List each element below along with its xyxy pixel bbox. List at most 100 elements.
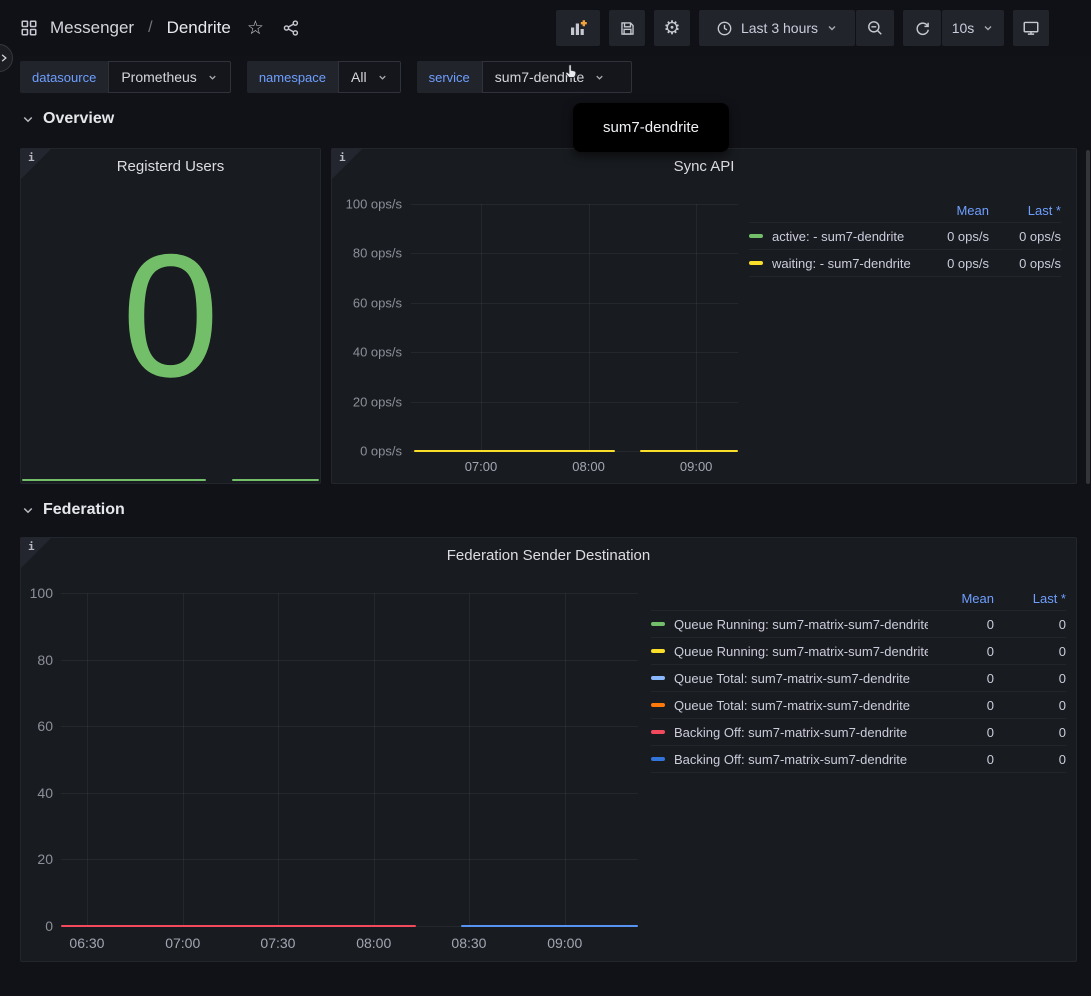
zoom-out-time-button[interactable]: [856, 10, 894, 46]
panel-title[interactable]: Sync API: [332, 158, 1076, 175]
section-title: Overview: [43, 110, 114, 128]
series-line: [414, 450, 615, 452]
gridline-vertical: [481, 204, 482, 451]
legend-series-label[interactable]: active: - sum7-dendrite: [772, 229, 923, 244]
panel-sync-api: i Sync API 100 ops/s80 ops/s60 ops/s40 o…: [331, 148, 1077, 484]
legend-row[interactable]: Queue Running: sum7-matrix-sum7-dendrite…: [651, 638, 1066, 665]
tv-kiosk-button[interactable]: [1013, 10, 1049, 46]
variable-label-namespace: namespace: [247, 61, 338, 93]
legend-last-value: 0: [994, 725, 1066, 740]
legend-series-label[interactable]: Queue Running: sum7-matrix-sum7-dendrite: [674, 617, 928, 632]
save-dashboard-button[interactable]: [609, 10, 645, 46]
variable-value-datasource[interactable]: Prometheus: [108, 61, 230, 93]
y-axis: 100806040200: [21, 593, 53, 926]
grafana-dashboard: Messenger / Dendrite ☆: [0, 0, 1091, 996]
gridline-horizontal: [411, 303, 738, 304]
legend-last-value: 0: [994, 752, 1066, 767]
variable-label-datasource: datasource: [20, 61, 108, 93]
scrollbar-thumb[interactable]: [1086, 150, 1090, 484]
legend-mean-value: 0: [928, 644, 994, 659]
time-range-picker[interactable]: Last 3 hours: [699, 10, 855, 46]
legend-mean-value: 0: [928, 671, 994, 686]
legend-series-label[interactable]: Queue Total: sum7-matrix-sum7-dendrite: [674, 671, 928, 686]
chevron-right-icon: [0, 53, 9, 63]
legend-header-last[interactable]: Last *: [989, 203, 1061, 218]
time-picker-group: Last 3 hours: [699, 10, 894, 46]
chart-plot-area[interactable]: [411, 204, 738, 451]
magnifier-minus-icon: [866, 19, 884, 37]
chart-legend: MeanLast * Queue Running: sum7-matrix-sum…: [651, 587, 1066, 773]
variable-value-namespace[interactable]: All: [338, 61, 401, 93]
legend-row[interactable]: Queue Total: sum7-matrix-sum7-dendrite00: [651, 665, 1066, 692]
monitor-icon: [1022, 19, 1040, 37]
legend-row[interactable]: Queue Running: sum7-matrix-sum7-dendrite…: [651, 611, 1066, 638]
variable-value-service[interactable]: sum7-dendrite: [482, 61, 632, 93]
gridline-horizontal: [411, 204, 738, 205]
legend-row[interactable]: Queue Total: sum7-matrix-sum7-dendrite00: [651, 692, 1066, 719]
refresh-interval-label: 10s: [952, 20, 975, 36]
legend-series-label[interactable]: waiting: - sum7-dendrite: [772, 256, 923, 271]
refresh-button[interactable]: [903, 10, 941, 46]
x-axis-tick-label: 08:00: [572, 459, 605, 474]
legend-header-mean[interactable]: Mean: [928, 591, 994, 606]
stat-value: 0: [21, 237, 320, 397]
chevron-down-icon: [22, 504, 34, 516]
legend-header-mean[interactable]: Mean: [923, 203, 989, 218]
section-row-federation[interactable]: Federation: [22, 501, 125, 519]
x-axis-tick-label: 07:00: [165, 935, 200, 951]
clock-icon: [716, 20, 733, 37]
legend-row[interactable]: active: - sum7-dendrite0 ops/s0 ops/s: [749, 223, 1061, 250]
dashboard-settings-button[interactable]: ⚙: [654, 10, 690, 46]
series-line: [61, 925, 416, 927]
gridline-horizontal: [61, 726, 638, 727]
variable-label-service: service: [417, 61, 482, 93]
legend-series-label[interactable]: Backing Off: sum7-matrix-sum7-dendrite: [674, 725, 928, 740]
legend-series-label[interactable]: Backing Off: sum7-matrix-sum7-dendrite: [674, 752, 928, 767]
section-row-overview[interactable]: Overview: [22, 110, 114, 128]
star-icon[interactable]: ☆: [247, 19, 264, 38]
add-panel-button[interactable]: [556, 10, 600, 46]
breadcrumb-separator: /: [148, 19, 152, 37]
legend-mean-value: 0 ops/s: [923, 229, 989, 244]
legend-row[interactable]: Backing Off: sum7-matrix-sum7-dendrite00: [651, 719, 1066, 746]
legend-mean-value: 0: [928, 698, 994, 713]
legend-series-label[interactable]: Queue Total: sum7-matrix-sum7-dendrite: [674, 698, 928, 713]
panel-federation-sender: i Federation Sender Destination 10080604…: [20, 537, 1077, 962]
gridline-vertical: [589, 204, 590, 451]
gridline-horizontal: [411, 253, 738, 254]
y-axis-tick-label: 60: [37, 718, 53, 734]
legend-row[interactable]: Backing Off: sum7-matrix-sum7-dendrite00: [651, 746, 1066, 773]
legend-series-swatch: [749, 261, 763, 265]
legend-last-value: 0 ops/s: [989, 229, 1061, 244]
panel-title[interactable]: Registerd Users: [21, 158, 320, 175]
chart-legend: MeanLast *active: - sum7-dendrite0 ops/s…: [749, 199, 1061, 277]
panel-title[interactable]: Federation Sender Destination: [21, 547, 1076, 564]
breadcrumb-app[interactable]: Messenger: [50, 18, 134, 38]
gridline-horizontal: [411, 402, 738, 403]
service-value-tooltip: sum7-dendrite: [573, 103, 729, 152]
legend-last-value: 0: [994, 698, 1066, 713]
legend-last-value: 0 ops/s: [989, 256, 1061, 271]
y-axis-tick-label: 0: [45, 918, 53, 934]
legend-mean-value: 0: [928, 617, 994, 632]
template-variables-row: datasource Prometheus namespace All serv…: [20, 61, 632, 93]
gridline-vertical: [87, 593, 88, 926]
x-axis: 07:0008:0009:00: [411, 455, 738, 475]
variable-datasource: datasource Prometheus: [20, 61, 231, 93]
y-axis-tick-label: 80: [37, 652, 53, 668]
apps-grid-icon[interactable]: [20, 19, 38, 37]
share-icon[interactable]: [282, 19, 300, 37]
legend-series-swatch: [651, 703, 665, 707]
legend-series-label[interactable]: Queue Running: sum7-matrix-sum7-dendrite: [674, 644, 928, 659]
gridline-vertical: [696, 204, 697, 451]
breadcrumb-dashboard[interactable]: Dendrite: [167, 18, 231, 38]
legend-header-last[interactable]: Last *: [994, 591, 1066, 606]
refresh-interval-dropdown[interactable]: 10s: [942, 10, 1004, 46]
series-line: [461, 925, 638, 927]
legend-row[interactable]: waiting: - sum7-dendrite0 ops/s0 ops/s: [749, 250, 1061, 277]
chart-plot-area[interactable]: [61, 593, 638, 926]
y-axis-tick-label: 20: [37, 851, 53, 867]
variable-service: service sum7-dendrite: [417, 61, 632, 93]
chevron-down-icon: [594, 72, 605, 83]
sparkline-segment: [22, 479, 206, 481]
